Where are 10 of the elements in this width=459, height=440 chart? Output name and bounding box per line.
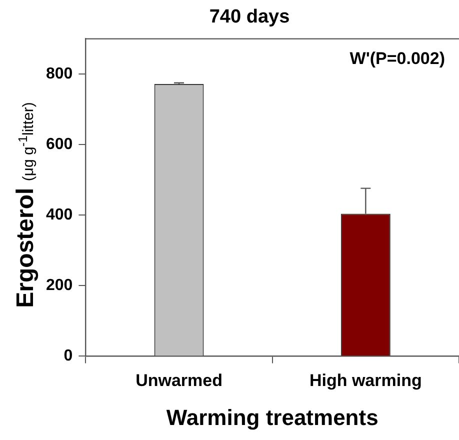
chart-title: 740 days [209,6,290,28]
x-tick-label: High warming [309,371,422,390]
y-tick-label: 600 [46,136,73,154]
x-axis-title: Warming treatments [166,404,378,430]
y-tick-label: 200 [46,277,73,294]
x-tick-label: Unwarmed [136,371,222,390]
annotation: W'(P=0.002) [350,48,445,68]
y-tick-label: 400 [46,206,73,224]
y-tick-label: 0 [64,348,73,365]
y-tick-label: 800 [46,65,73,82]
